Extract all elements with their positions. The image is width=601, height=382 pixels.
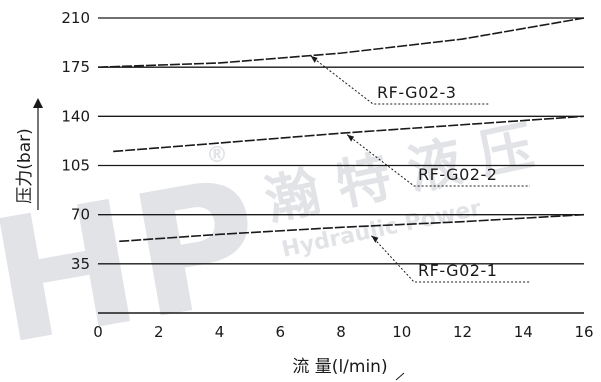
series-line-2 (113, 115, 585, 153)
leader-line-1 (371, 235, 530, 283)
x-axis-arrow (395, 372, 405, 381)
y-tick-label: 175 (61, 58, 90, 76)
axes (33, 98, 584, 381)
watermark-registered-mark: ® (206, 143, 228, 168)
axis-titles: 流 量(l/min) 压力(bar) (15, 128, 388, 377)
leader-arrow-3 (310, 55, 318, 63)
y-tick-label: 35 (71, 255, 90, 273)
series-label-3: RF-G02-3 (377, 83, 456, 102)
series-label-group-2: RF-G02-2 (346, 134, 530, 187)
leader-arrow-1 (371, 235, 379, 243)
x-tick-label: 14 (514, 323, 533, 341)
x-axis-title: 流 量(l/min) (292, 357, 387, 377)
series-line-1 (119, 213, 585, 243)
grid (98, 17, 584, 265)
x-tick-label: 6 (275, 323, 285, 341)
tick-labels: 0 2 4 6 8 10 12 14 16 35 70 105 140 175 210 (61, 9, 593, 341)
x-tick-label: 12 (453, 323, 472, 341)
series-lines (97, 17, 585, 243)
series-line-3 (97, 17, 585, 68)
y-tick-label: 140 (61, 107, 90, 125)
x-tick-label: 10 (392, 323, 411, 341)
leader-line-3 (310, 55, 490, 105)
watermark-logo: HP (0, 142, 275, 382)
series-label-1: RF-G02-1 (418, 261, 497, 280)
x-tick-label: 0 (93, 323, 103, 341)
x-tick-label: 2 (154, 323, 164, 341)
leader-arrow-2 (347, 134, 355, 142)
y-axis-arrow-head (33, 98, 43, 108)
x-tick-label: 4 (215, 323, 225, 341)
series-labels: RF-G02-1 RF-G02-2 RF-G02-3 (310, 55, 530, 283)
x-tick-label: 16 (574, 323, 593, 341)
series-label-2: RF-G02-2 (418, 165, 497, 184)
series-label-group-3: RF-G02-3 (310, 55, 490, 105)
y-axis-title: 压力(bar) (15, 128, 35, 203)
series-label-group-1: RF-G02-1 (371, 235, 530, 283)
x-tick-label: 8 (336, 323, 346, 341)
y-tick-label: 70 (71, 206, 90, 224)
watermark: HP ® 瀚 特 液 压 Hydraulic Power (0, 114, 539, 382)
y-tick-label: 105 (61, 157, 90, 175)
leader-line-2 (346, 134, 530, 187)
y-tick-label: 210 (61, 9, 90, 27)
